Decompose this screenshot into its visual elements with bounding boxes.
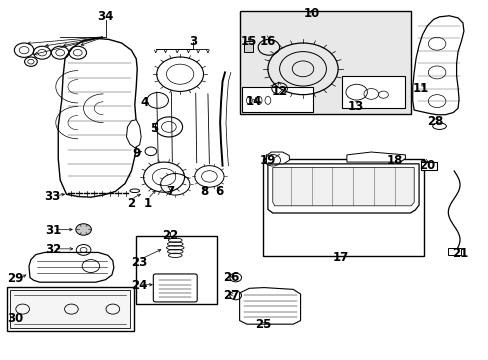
- Bar: [447, 248, 460, 255]
- Bar: [136, 236, 216, 304]
- Polygon shape: [58, 39, 137, 197]
- Text: 19: 19: [259, 154, 276, 167]
- Bar: [341, 76, 405, 108]
- Text: 24: 24: [131, 279, 147, 292]
- Text: 14: 14: [245, 95, 262, 108]
- Text: 1: 1: [143, 197, 152, 210]
- Text: 18: 18: [386, 154, 402, 167]
- Text: 7: 7: [166, 185, 174, 198]
- Text: 12: 12: [271, 85, 287, 98]
- Polygon shape: [239, 288, 300, 324]
- Text: 6: 6: [215, 185, 223, 198]
- Bar: [420, 162, 436, 170]
- Bar: [239, 12, 410, 114]
- Bar: [6, 287, 134, 331]
- Text: 8: 8: [200, 185, 208, 198]
- Text: 4: 4: [140, 96, 148, 109]
- Polygon shape: [267, 164, 418, 213]
- Polygon shape: [412, 16, 463, 115]
- Text: 27: 27: [222, 289, 239, 302]
- Text: 16: 16: [259, 35, 276, 49]
- Bar: [242, 87, 312, 112]
- Bar: [243, 41, 253, 51]
- Text: 11: 11: [412, 82, 428, 95]
- Bar: [263, 159, 423, 256]
- Text: 22: 22: [162, 229, 178, 242]
- Text: 34: 34: [97, 10, 114, 23]
- Text: 5: 5: [150, 122, 158, 135]
- Text: 17: 17: [332, 251, 348, 264]
- Text: 10: 10: [303, 7, 319, 20]
- Circle shape: [76, 224, 91, 235]
- Text: 26: 26: [222, 271, 239, 284]
- Polygon shape: [29, 252, 114, 282]
- Text: 13: 13: [347, 100, 363, 113]
- Text: 21: 21: [451, 247, 467, 260]
- Text: 28: 28: [427, 116, 443, 129]
- Text: 30: 30: [7, 311, 23, 325]
- Text: 31: 31: [45, 224, 61, 237]
- Polygon shape: [126, 120, 141, 148]
- Text: 25: 25: [254, 318, 271, 331]
- Polygon shape: [346, 152, 405, 162]
- FancyBboxPatch shape: [153, 274, 197, 302]
- Text: 33: 33: [44, 190, 60, 203]
- Text: 15: 15: [240, 35, 256, 49]
- Text: 23: 23: [131, 256, 147, 269]
- Polygon shape: [272, 167, 413, 206]
- Text: 20: 20: [418, 159, 435, 172]
- Text: 3: 3: [189, 35, 197, 49]
- Text: 2: 2: [127, 197, 135, 210]
- Text: 9: 9: [132, 147, 140, 159]
- Text: 29: 29: [7, 272, 23, 285]
- Text: 32: 32: [45, 243, 61, 256]
- Bar: [10, 290, 130, 328]
- Polygon shape: [266, 152, 289, 164]
